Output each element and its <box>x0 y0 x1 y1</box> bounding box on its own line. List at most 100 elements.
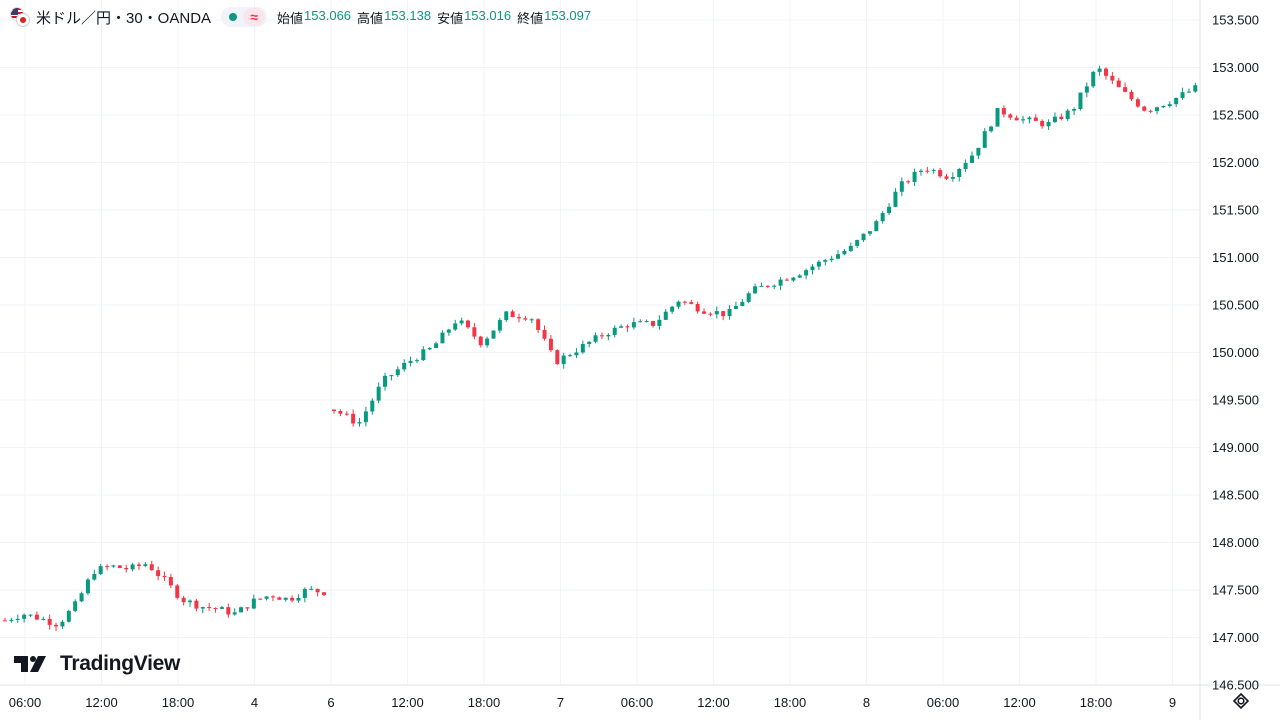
candle-up[interactable] <box>232 612 237 615</box>
candle-up[interactable] <box>111 565 116 567</box>
candle-down[interactable] <box>765 285 770 287</box>
candle-down[interactable] <box>1142 106 1147 111</box>
candle-up[interactable] <box>593 335 598 342</box>
candle-up[interactable] <box>842 250 847 255</box>
candle-up[interactable] <box>874 221 879 232</box>
candle-up[interactable] <box>408 360 413 363</box>
candle-up[interactable] <box>931 170 936 172</box>
candle-down[interactable] <box>555 350 560 365</box>
candle-up[interactable] <box>1091 71 1096 87</box>
candle-up[interactable] <box>638 321 643 323</box>
candle-up[interactable] <box>92 574 97 580</box>
candle-up[interactable] <box>283 597 288 600</box>
candle-down[interactable] <box>1008 114 1013 118</box>
candle-up[interactable] <box>376 386 381 401</box>
candle-up[interactable] <box>1186 91 1191 93</box>
candle-up[interactable] <box>421 349 426 361</box>
candle-up[interactable] <box>676 301 681 307</box>
candle-up[interactable] <box>982 131 987 148</box>
candle-up[interactable] <box>561 355 566 365</box>
candle-down[interactable] <box>207 607 212 609</box>
candle-up[interactable] <box>759 285 764 287</box>
candle-up[interactable] <box>1161 106 1166 108</box>
candle-down[interactable] <box>338 410 343 414</box>
candle-down[interactable] <box>1059 116 1064 120</box>
candle-up[interactable] <box>619 326 624 328</box>
candle-down[interactable] <box>1129 91 1134 100</box>
candle-down[interactable] <box>277 597 282 600</box>
candle-down[interactable] <box>784 279 789 281</box>
candle-down[interactable] <box>315 588 320 593</box>
candle-down[interactable] <box>124 567 129 570</box>
candle-up[interactable] <box>836 254 841 259</box>
candle-down[interactable] <box>1014 117 1019 121</box>
candle-down[interactable] <box>542 329 547 339</box>
candle-down[interactable] <box>213 607 218 609</box>
candle-down[interactable] <box>695 303 700 312</box>
settings-gear-icon[interactable] <box>1230 690 1252 712</box>
candle-up[interactable] <box>296 597 301 601</box>
candle-up[interactable] <box>1052 116 1057 123</box>
candle-up[interactable] <box>79 593 84 602</box>
candle-down[interactable] <box>136 564 141 566</box>
candle-up[interactable] <box>414 360 419 362</box>
candle-down[interactable] <box>510 311 515 318</box>
candle-up[interactable] <box>453 323 458 330</box>
candle-up[interactable] <box>251 598 256 609</box>
candle-down[interactable] <box>1110 75 1115 81</box>
candle-up[interactable] <box>810 266 815 271</box>
candle-down[interactable] <box>702 311 707 314</box>
candle-up[interactable] <box>887 206 892 214</box>
candle-up[interactable] <box>1065 110 1070 120</box>
candle-up[interactable] <box>1027 117 1032 120</box>
candle-down[interactable] <box>1033 117 1038 121</box>
candle-up[interactable] <box>612 327 617 335</box>
candle-down[interactable] <box>625 326 630 328</box>
candle-up[interactable] <box>746 293 751 302</box>
candle-down[interactable] <box>351 413 356 424</box>
candle-down[interactable] <box>925 170 930 172</box>
candle-up[interactable] <box>219 607 224 609</box>
candle-up[interactable] <box>485 338 490 346</box>
candle-down[interactable] <box>54 624 59 627</box>
candle-up[interactable] <box>989 126 994 132</box>
candle-up[interactable] <box>740 301 745 307</box>
candle-down[interactable] <box>1040 120 1045 127</box>
candle-down[interactable] <box>548 338 553 351</box>
candle-up[interactable] <box>363 411 368 423</box>
candle-down[interactable] <box>3 620 7 622</box>
candle-up[interactable] <box>880 213 885 222</box>
candle-up[interactable] <box>753 286 758 294</box>
candle-up[interactable] <box>1084 86 1089 93</box>
candle-down[interactable] <box>105 566 110 568</box>
candle-up[interactable] <box>804 270 809 276</box>
candle-up[interactable] <box>950 177 955 179</box>
candle-up[interactable] <box>85 579 90 594</box>
candle-down[interactable] <box>1116 80 1121 88</box>
candle-down[interactable] <box>1148 110 1153 112</box>
candle-down[interactable] <box>708 313 713 315</box>
candle-up[interactable] <box>1167 104 1172 107</box>
candle-up[interactable] <box>797 275 802 278</box>
candle-down[interactable] <box>290 597 295 601</box>
candle-up[interactable] <box>302 588 307 598</box>
candle-up[interactable] <box>383 375 388 387</box>
candle-up[interactable] <box>370 400 375 412</box>
candle-up[interactable] <box>41 618 46 620</box>
candle-up[interactable] <box>606 334 611 337</box>
candle-down[interactable] <box>472 327 477 337</box>
candle-up[interactable] <box>587 341 592 344</box>
candle-down[interactable] <box>322 592 326 596</box>
candle-up[interactable] <box>1193 85 1198 92</box>
candle-down[interactable] <box>332 409 336 411</box>
candle-up[interactable] <box>918 170 923 172</box>
candle-up[interactable] <box>22 614 27 619</box>
candle-down[interactable] <box>258 598 263 600</box>
candle-up[interactable] <box>1072 108 1077 111</box>
candle-up[interactable] <box>73 601 78 611</box>
market-status[interactable]: ≈ <box>221 7 268 27</box>
candle-down[interactable] <box>689 302 694 304</box>
candle-up[interactable] <box>957 168 962 178</box>
candle-up[interactable] <box>861 233 866 241</box>
candle-down[interactable] <box>523 318 528 320</box>
